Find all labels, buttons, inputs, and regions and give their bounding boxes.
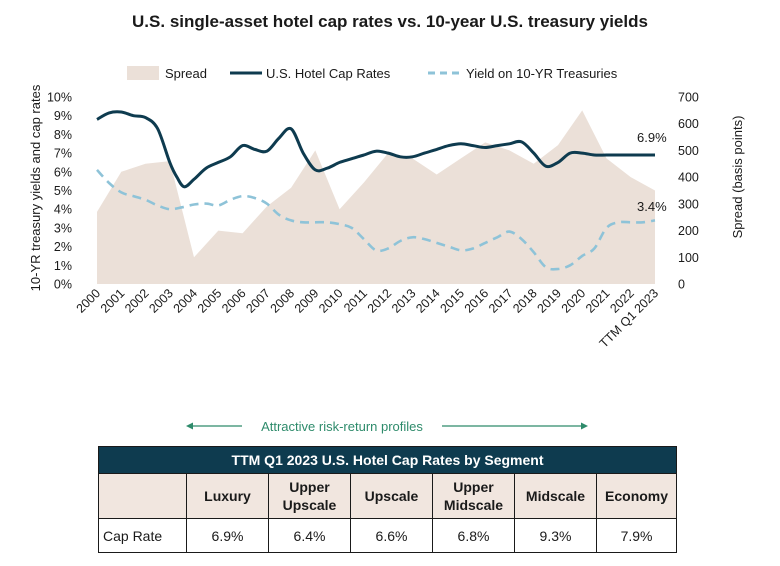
legend: Spread U.S. Hotel Cap Rates Yield on 10-… bbox=[127, 66, 618, 81]
cap-rate-midscale: 9.3% bbox=[514, 518, 597, 553]
legend-cap-rates-label: U.S. Hotel Cap Rates bbox=[266, 66, 391, 81]
x-tick-label: 2001 bbox=[98, 286, 128, 316]
x-tick-label: 2000 bbox=[74, 286, 104, 316]
x-tick-label: 2007 bbox=[243, 286, 273, 316]
segment-header-upper-midscale: Upper Midscale bbox=[432, 473, 515, 519]
segment-header-economy: Economy bbox=[595, 473, 678, 519]
cap-rate-line bbox=[96, 110, 655, 189]
y-left-tick-label: 7% bbox=[54, 147, 72, 161]
x-tick-label: 2015 bbox=[437, 286, 467, 316]
y-right-tick-label: 600 bbox=[678, 117, 699, 131]
treasury-yield-line bbox=[96, 169, 656, 271]
y-left-tick-label: 1% bbox=[54, 259, 72, 273]
x-tick-label: 2011 bbox=[341, 286, 370, 315]
y-left-tick-label: 9% bbox=[54, 109, 72, 123]
y-right-tick-label: 500 bbox=[678, 144, 699, 158]
cap-rate-row: Cap Rate 6.9% 6.4% 6.6% 6.8% 9.3% 7.9% bbox=[98, 518, 678, 553]
cap-rate-row-label: Cap Rate bbox=[98, 518, 187, 553]
y-right-tick-label: 700 bbox=[678, 91, 699, 105]
y-right-tick-label: 0 bbox=[678, 278, 685, 292]
y-left-axis-title: 10-YR treasury yields and cap rates bbox=[28, 84, 43, 291]
y-left-tick-label: 5% bbox=[54, 184, 72, 198]
x-tick-label: 2017 bbox=[486, 286, 516, 316]
spread-area bbox=[97, 110, 655, 285]
y-left-tick-label: 10% bbox=[47, 91, 72, 105]
legend-spread-swatch bbox=[127, 66, 159, 80]
chart-title: U.S. single-asset hotel cap rates vs. 10… bbox=[132, 12, 648, 31]
y-right-tick-label: 100 bbox=[678, 251, 699, 265]
arrow-head-left bbox=[186, 422, 193, 430]
x-tick-label: 2006 bbox=[219, 286, 249, 316]
x-tick-label: 2016 bbox=[462, 286, 492, 316]
x-tick-label: 2020 bbox=[559, 286, 589, 316]
x-tick-label: 2012 bbox=[365, 286, 395, 316]
y-left-tick-label: 2% bbox=[54, 240, 72, 254]
header-blank-cell bbox=[98, 473, 187, 519]
segment-table: TTM Q1 2023 U.S. Hotel Cap Rates by Segm… bbox=[97, 446, 678, 553]
risk-return-arrow: Attractive risk-return profiles bbox=[186, 419, 588, 434]
y-left-tick-label: 4% bbox=[54, 203, 72, 217]
segment-table-title: TTM Q1 2023 U.S. Hotel Cap Rates by Segm… bbox=[97, 446, 678, 474]
y-right-tick-label: 200 bbox=[678, 224, 699, 238]
cap-rate-luxury: 6.9% bbox=[186, 518, 269, 553]
x-tick-label: 2009 bbox=[292, 286, 322, 316]
y-left-tick-label: 8% bbox=[54, 128, 72, 142]
x-tick-label: 2013 bbox=[389, 286, 419, 316]
x-tick-label: 2014 bbox=[413, 286, 443, 316]
x-tick-label: 2003 bbox=[146, 286, 176, 316]
y-right-tick-label: 400 bbox=[678, 171, 699, 185]
cap-rate-upper-upscale: 6.4% bbox=[268, 518, 351, 553]
cap-rate-upscale: 6.6% bbox=[350, 518, 433, 553]
x-tick-label: 2021 bbox=[583, 286, 613, 316]
cap-rate-end-label: 6.9% bbox=[637, 130, 667, 145]
cap-rate-economy: 7.9% bbox=[595, 518, 678, 553]
legend-treasury-label: Yield on 10-YR Treasuries bbox=[466, 66, 618, 81]
segment-header-row: Luxury Upper Upscale Upscale Upper Midscal… bbox=[98, 473, 678, 519]
x-tick-label: 2005 bbox=[195, 286, 225, 316]
arrow-label: Attractive risk-return profiles bbox=[261, 419, 423, 434]
segment-header-luxury: Luxury bbox=[186, 473, 269, 519]
x-tick-label: 2008 bbox=[268, 286, 298, 316]
y-left-tick-label: 6% bbox=[54, 165, 72, 179]
cap-rate-upper-midscale: 6.8% bbox=[432, 518, 515, 553]
chart-svg: U.S. single-asset hotel cap rates vs. 10… bbox=[28, 12, 745, 434]
segment-header-upscale: Upscale bbox=[350, 473, 433, 519]
x-tick-label: 2004 bbox=[171, 286, 201, 316]
arrow-head-right bbox=[581, 422, 588, 430]
x-tick-label: 2019 bbox=[535, 286, 565, 316]
y-left-tick-label: 3% bbox=[54, 221, 72, 235]
treasury-end-label: 3.4% bbox=[637, 199, 667, 214]
x-tick-label: 2010 bbox=[316, 286, 346, 316]
segment-header-midscale: Midscale bbox=[514, 473, 597, 519]
y-right-axis-title: Spread (basis points) bbox=[730, 116, 745, 239]
x-tick-label: 2002 bbox=[122, 286, 152, 316]
x-tick-label: 2018 bbox=[510, 286, 540, 316]
y-right-tick-label: 300 bbox=[678, 197, 699, 211]
legend-spread-label: Spread bbox=[165, 66, 207, 81]
segment-header-upper-upscale: Upper Upscale bbox=[268, 473, 351, 519]
y-left-tick-label: 0% bbox=[54, 278, 72, 292]
